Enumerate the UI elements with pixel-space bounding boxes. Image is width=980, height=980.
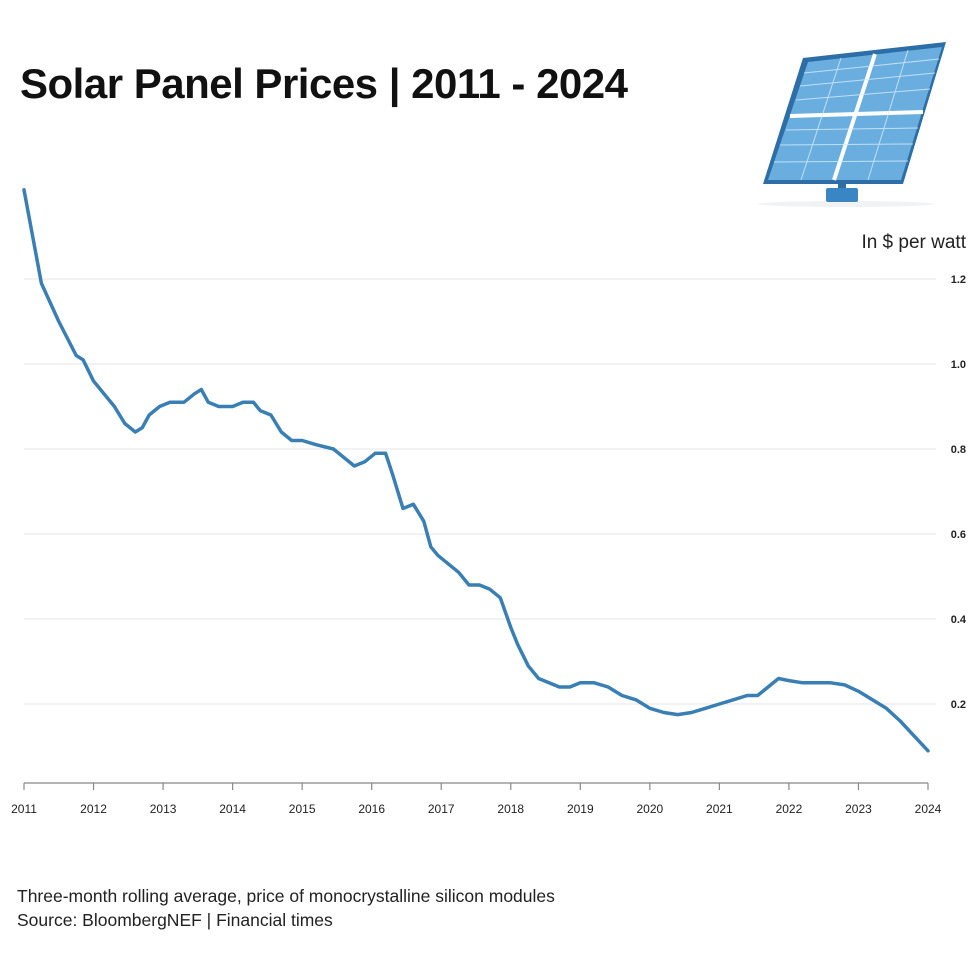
x-tick-label: 2013 [150,802,177,816]
y-tick-label: 0.4 [951,614,967,626]
y-tick-label: 1.0 [951,359,966,371]
footer-source: Source: BloombergNEF | Financial times [17,910,333,930]
x-tick-label: 2016 [358,802,385,816]
x-tick-label: 2012 [80,802,107,816]
x-tick-label: 2017 [428,802,455,816]
y-axis-unit-label: In $ per watt [861,232,966,253]
price-series-line [22,188,930,753]
x-tick-label: 2019 [567,802,594,816]
x-tick-label: 2020 [636,802,663,816]
x-tick-label: 2015 [289,802,316,816]
y-tick-label: 1.2 [951,274,966,286]
x-tick-label: 2024 [915,802,942,816]
x-tick-label: 2014 [219,802,246,816]
x-tick-label: 2018 [497,802,524,816]
y-tick-label: 0.6 [951,529,966,541]
footer-note: Three-month rolling average, price of mo… [17,886,555,906]
x-tick-label: 2023 [845,802,872,816]
chart-title: Solar Panel Prices | 2011 - 2024 [20,60,628,107]
solar-panel-icon [758,42,946,207]
x-tick-label: 2021 [706,802,733,816]
y-tick-label: 0.8 [951,444,966,456]
price-line-chart: 0.2 0.4 0.6 0.8 1.0 1.2 2011 2012 2013 2014 2015 20… [11,188,967,816]
chart-footer: Three-month rolling average, price of mo… [17,884,555,932]
x-tick-label: 2022 [776,802,803,816]
y-tick-label: 0.2 [951,699,966,711]
x-tick-label: 2011 [11,802,37,816]
